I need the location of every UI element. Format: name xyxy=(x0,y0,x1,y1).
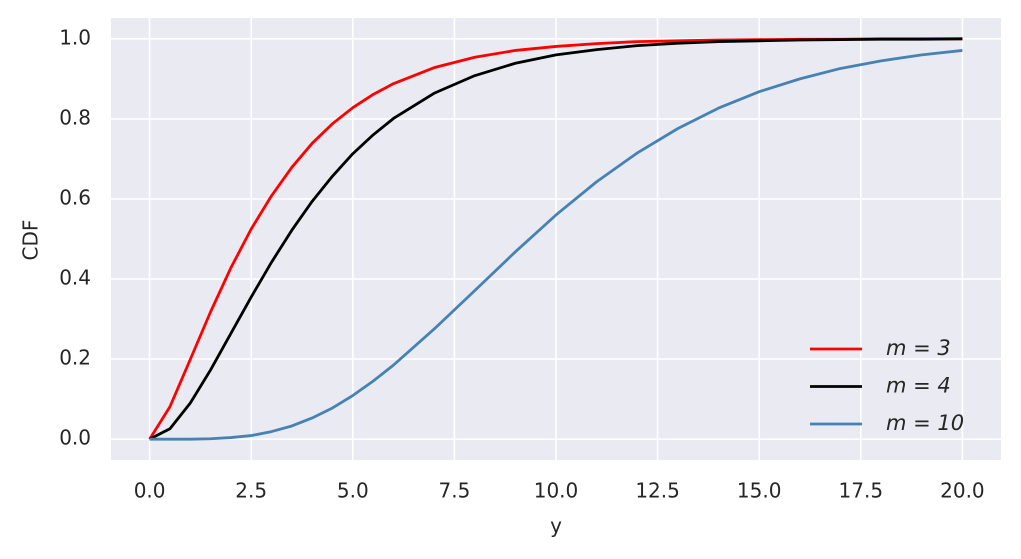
x-tick-label: 0.0 xyxy=(134,479,166,503)
y-axis-label: CDF xyxy=(19,220,43,261)
x-tick-label: 10.0 xyxy=(534,479,579,503)
line-series xyxy=(148,37,963,441)
x-tick-label: 20.0 xyxy=(940,479,985,503)
y-tick-label: 0.8 xyxy=(59,105,91,129)
y-tick-label: 0.6 xyxy=(59,185,91,209)
x-tick-label: 17.5 xyxy=(839,479,884,503)
y-tick-label: 0.4 xyxy=(59,266,91,290)
x-axis-label: y xyxy=(550,514,562,538)
line-series xyxy=(149,49,963,441)
legend-label: m = 3 xyxy=(886,336,951,360)
y-tick-label: 1.0 xyxy=(59,25,91,49)
y-tick-label: 0.0 xyxy=(59,426,91,450)
x-tick-label: 15.0 xyxy=(737,479,782,503)
legend-label: m = 4 xyxy=(886,374,951,398)
x-tick-label: 2.5 xyxy=(235,479,267,503)
legend-label: m = 10 xyxy=(886,411,964,435)
x-tick-label: 5.0 xyxy=(337,479,369,503)
x-tick-label: 7.5 xyxy=(438,479,470,503)
x-tick-label: 12.5 xyxy=(635,479,680,503)
y-tick-label: 0.2 xyxy=(59,346,91,370)
